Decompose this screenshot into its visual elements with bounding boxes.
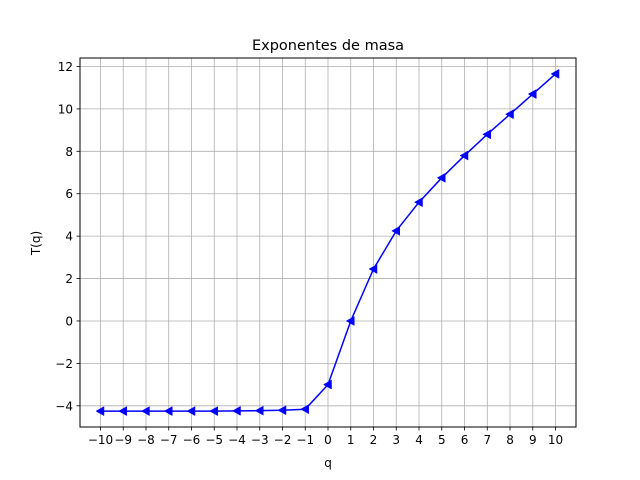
y-axis-label: T(q) bbox=[29, 231, 43, 256]
x-tick-label: 5 bbox=[438, 433, 446, 447]
data-point-marker bbox=[345, 316, 355, 326]
data-point-marker bbox=[505, 109, 514, 120]
data-point-marker bbox=[391, 225, 401, 236]
x-tick-label: −8 bbox=[137, 433, 155, 447]
data-point-marker bbox=[527, 89, 537, 99]
data-point-marker bbox=[140, 406, 150, 417]
data-point-marker bbox=[482, 129, 492, 140]
data-point-marker bbox=[368, 264, 378, 274]
y-tick-label: 4 bbox=[65, 230, 73, 244]
data-point-marker bbox=[118, 406, 127, 417]
x-tick-label: 6 bbox=[461, 433, 469, 447]
data-point-marker bbox=[231, 405, 241, 416]
x-tick-label: −2 bbox=[274, 433, 292, 447]
data-point-marker bbox=[186, 406, 196, 417]
x-tick-label: −6 bbox=[183, 433, 201, 447]
x-tick-label: 2 bbox=[370, 433, 378, 447]
x-tick-label: −7 bbox=[160, 433, 178, 447]
x-tick-label: 7 bbox=[483, 433, 491, 447]
data-point-marker bbox=[322, 379, 332, 390]
data-point-marker bbox=[550, 68, 560, 79]
y-tick-label: 8 bbox=[65, 145, 73, 159]
x-tick-label: 1 bbox=[347, 433, 355, 447]
x-tick-label: −10 bbox=[88, 433, 113, 447]
data-point-marker bbox=[436, 172, 446, 183]
x-tick-label: 4 bbox=[415, 433, 423, 447]
x-tick-label: 3 bbox=[392, 433, 400, 447]
x-tick-label: 10 bbox=[548, 433, 563, 447]
y-tick-label: 12 bbox=[58, 60, 73, 74]
x-tick-label: −1 bbox=[296, 433, 314, 447]
y-tick-label: 10 bbox=[58, 102, 73, 116]
x-tick-label: 0 bbox=[324, 433, 332, 447]
x-tick-label: −9 bbox=[114, 433, 132, 447]
y-tick-label: −2 bbox=[55, 357, 73, 371]
y-tick-label: 2 bbox=[65, 272, 73, 286]
x-tick-label: −5 bbox=[205, 433, 223, 447]
data-point-marker bbox=[163, 406, 173, 417]
y-tick-label: 0 bbox=[65, 314, 73, 328]
data-point-marker bbox=[95, 406, 105, 417]
x-tick-label: −3 bbox=[251, 433, 269, 447]
x-tick-label: −4 bbox=[228, 433, 246, 447]
series-marker-layer bbox=[95, 68, 560, 417]
chart-title: Exponentes de masa bbox=[252, 38, 404, 54]
data-point-marker bbox=[254, 405, 264, 416]
y-tick-label: −4 bbox=[55, 399, 73, 413]
grid bbox=[80, 58, 576, 427]
data-point-marker bbox=[300, 404, 309, 415]
data-point-marker bbox=[413, 197, 423, 208]
axis-ticks: −10 −9 −8 −7 −6 −5 −4 −3 −2 −1 0 1 2 3 4 5 6 7 8 9 10−4−2024… bbox=[55, 60, 563, 447]
x-tick-label: 8 bbox=[506, 433, 514, 447]
y-tick-label: 6 bbox=[65, 187, 73, 201]
x-axis-label: q bbox=[324, 456, 332, 470]
data-point-marker bbox=[277, 405, 287, 416]
x-tick-label: 9 bbox=[529, 433, 537, 447]
data-point-marker bbox=[459, 150, 469, 161]
data-point-marker bbox=[209, 406, 218, 417]
